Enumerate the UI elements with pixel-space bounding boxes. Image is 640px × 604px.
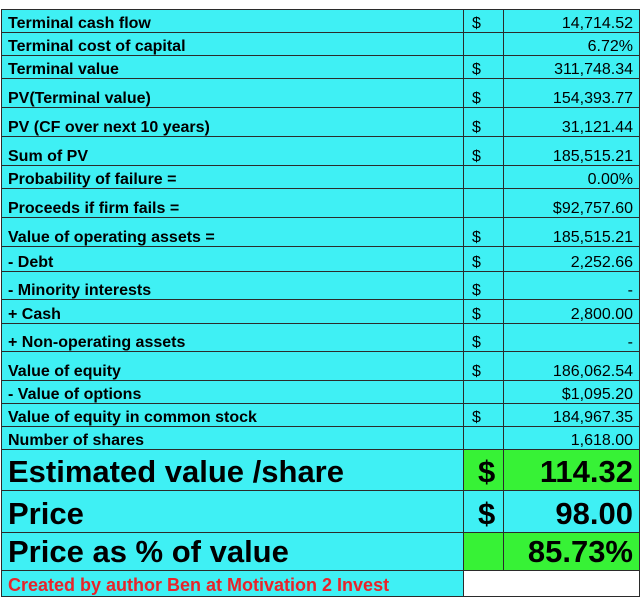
row-value: - xyxy=(503,271,640,300)
currency-symbol: $ xyxy=(463,78,504,108)
currency-symbol: $ xyxy=(463,9,504,33)
row-value: 2,252.66 xyxy=(503,246,640,272)
row-label: - Minority interests xyxy=(1,271,464,300)
row-label: + Non-operating assets xyxy=(1,323,464,352)
row-value: 0.00% xyxy=(503,165,640,189)
row-cash: + Cash $ 2,800.00 xyxy=(1,299,640,324)
row-value: - xyxy=(503,323,640,352)
currency-symbol xyxy=(463,380,504,404)
currency-symbol xyxy=(463,32,504,56)
price-pct-label: Price as % of value xyxy=(1,532,464,571)
price-label: Price xyxy=(1,490,464,533)
row-label: PV (CF over next 10 years) xyxy=(1,107,464,137)
row-value: 154,393.77 xyxy=(503,78,640,108)
price-currency: $ xyxy=(463,490,504,533)
row-value: 14,714.52 xyxy=(503,9,640,33)
currency-symbol: $ xyxy=(463,299,504,324)
row-price-as-pct-of-value: Price as % of value 85.73% xyxy=(1,532,640,571)
row-number-of-shares: Number of shares 1,618.00 xyxy=(1,426,640,450)
row-label: Value of operating assets = xyxy=(1,217,464,247)
row-label: Probability of failure = xyxy=(1,165,464,189)
row-value: 1,618.00 xyxy=(503,426,640,450)
price-value: 98.00 xyxy=(503,490,640,533)
row-value: 311,748.34 xyxy=(503,55,640,79)
row-credit: Created by author Ben at Motivation 2 In… xyxy=(1,570,640,597)
row-terminal-value: Terminal value $ 311,748.34 xyxy=(1,55,640,79)
currency-symbol: $ xyxy=(463,107,504,137)
currency-symbol: $ xyxy=(463,217,504,247)
row-non-operating-assets: + Non-operating assets $ - xyxy=(1,323,640,352)
row-label: - Value of options xyxy=(1,380,464,404)
estimated-value-label: Estimated value /share xyxy=(1,449,464,491)
row-label: Proceeds if firm fails = xyxy=(1,188,464,218)
row-value: $92,757.60 xyxy=(503,188,640,218)
author-credit: Created by author Ben at Motivation 2 In… xyxy=(1,570,464,597)
row-value: 184,967.35 xyxy=(503,403,640,427)
row-label: Terminal value xyxy=(1,55,464,79)
row-sum-of-pv: Sum of PV $ 185,515.21 xyxy=(1,136,640,166)
price-pct-currency xyxy=(463,532,504,571)
price-pct-value: 85.73% xyxy=(503,532,640,571)
row-label: Number of shares xyxy=(1,426,464,450)
row-label: Terminal cost of capital xyxy=(1,32,464,56)
row-label: + Cash xyxy=(1,299,464,324)
currency-symbol: $ xyxy=(463,55,504,79)
row-value: $1,095.20 xyxy=(503,380,640,404)
row-label: PV(Terminal value) xyxy=(1,78,464,108)
row-value: 186,062.54 xyxy=(503,351,640,381)
row-pv-terminal-value: PV(Terminal value) $ 154,393.77 xyxy=(1,78,640,108)
row-terminal-cash-flow: Terminal cash flow $ 14,714.52 xyxy=(1,9,640,33)
row-value: 6.72% xyxy=(503,32,640,56)
row-pv-cf-next-10-years: PV (CF over next 10 years) $ 31,121.44 xyxy=(1,107,640,137)
blank-cell xyxy=(463,570,640,597)
row-probability-of-failure: Probability of failure = 0.00% xyxy=(1,165,640,189)
currency-symbol xyxy=(463,426,504,450)
valuation-table: Terminal cash flow $ 14,714.52 Terminal … xyxy=(1,9,640,597)
currency-symbol: $ xyxy=(463,323,504,352)
row-estimated-value-per-share: Estimated value /share $ 114.32 xyxy=(1,449,640,491)
row-price: Price $ 98.00 xyxy=(1,490,640,533)
row-value-of-equity-common-stock: Value of equity in common stock $ 184,96… xyxy=(1,403,640,427)
row-label: Value of equity in common stock xyxy=(1,403,464,427)
row-label: - Debt xyxy=(1,246,464,272)
currency-symbol: $ xyxy=(463,351,504,381)
row-label: Terminal cash flow xyxy=(1,9,464,33)
row-value: 31,121.44 xyxy=(503,107,640,137)
currency-symbol: $ xyxy=(463,403,504,427)
row-label: Value of equity xyxy=(1,351,464,381)
row-value: 185,515.21 xyxy=(503,136,640,166)
row-minority-interests: - Minority interests $ - xyxy=(1,271,640,300)
estimated-value-currency: $ xyxy=(463,449,504,491)
currency-symbol: $ xyxy=(463,246,504,272)
row-value-of-equity: Value of equity $ 186,062.54 xyxy=(1,351,640,381)
row-value-of-options: - Value of options $1,095.20 xyxy=(1,380,640,404)
row-label: Sum of PV xyxy=(1,136,464,166)
row-value-of-operating-assets: Value of operating assets = $ 185,515.21 xyxy=(1,217,640,247)
currency-symbol xyxy=(463,188,504,218)
currency-symbol xyxy=(463,165,504,189)
currency-symbol: $ xyxy=(463,136,504,166)
row-terminal-cost-of-capital: Terminal cost of capital 6.72% xyxy=(1,32,640,56)
row-value: 2,800.00 xyxy=(503,299,640,324)
estimated-value: 114.32 xyxy=(503,449,640,491)
currency-symbol: $ xyxy=(463,271,504,300)
row-value: 185,515.21 xyxy=(503,217,640,247)
row-debt: - Debt $ 2,252.66 xyxy=(1,246,640,272)
row-proceeds-if-firm-fails: Proceeds if firm fails = $92,757.60 xyxy=(1,188,640,218)
